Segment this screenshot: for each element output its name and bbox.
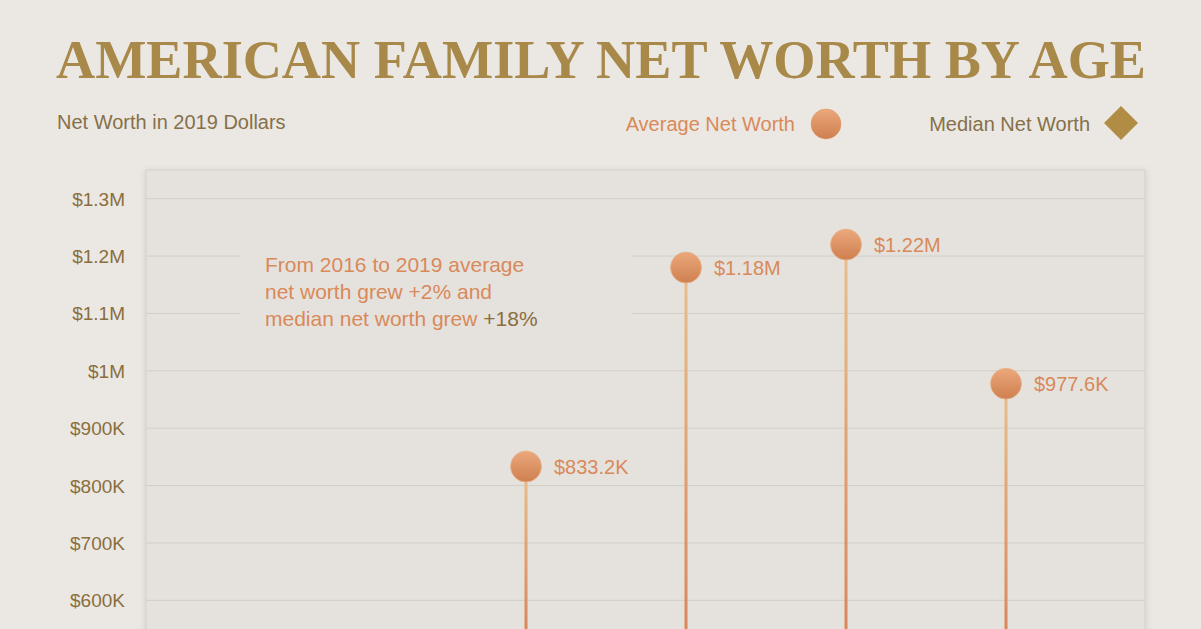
lollipop-stem (685, 268, 688, 629)
annotation: net worth grew +2% and (265, 280, 492, 303)
grid-line (146, 485, 1145, 486)
legend-marker (1104, 106, 1138, 140)
lollipop-head (831, 229, 862, 260)
annotation-part: median net worth grew (265, 307, 483, 330)
legend-label: Average Net Worth (626, 113, 795, 135)
lollipop-head (511, 451, 542, 482)
data-label: $1.22M (874, 234, 941, 256)
grid-line (146, 198, 1145, 199)
chart: AMERICAN FAMILY NET WORTH BY AGE Net Wort… (0, 0, 1201, 629)
grid-line (146, 600, 1145, 601)
lollipop-stem (525, 467, 528, 629)
tick-label: $1.3M (72, 189, 125, 210)
data-label: $1.18M (714, 257, 781, 279)
annotation-part: +18% (483, 307, 537, 330)
tick-label: $1.1M (72, 303, 125, 324)
lollipop-stem (1005, 384, 1008, 629)
tick-label: $1.2M (72, 246, 125, 267)
tick-label: $700K (70, 533, 125, 554)
lollipop-stem (845, 245, 848, 629)
data-label: $977.6K (1034, 373, 1109, 395)
tick-label: $600K (70, 590, 125, 611)
lollipop-head (671, 252, 702, 283)
annotation: median net worth grew +18% (265, 307, 538, 330)
grid-line (146, 542, 1145, 543)
data-labels: $833.2K $1.18M $1.22M $977.6K (554, 234, 1109, 478)
data-label: $833.2K (554, 456, 629, 478)
tick-label: $1M (88, 361, 125, 382)
plot-frame (146, 170, 1145, 629)
grid-line (146, 370, 1145, 371)
annotation-bg (240, 238, 632, 342)
tick-label: $900K (70, 418, 125, 439)
tick-label: $800K (70, 476, 125, 497)
subtitle: Net Worth in 2019 Dollars (57, 111, 286, 133)
annotation: From 2016 to 2019 average (265, 253, 524, 276)
legend-marker (811, 109, 841, 139)
grid-line (146, 428, 1145, 429)
lollipop-head (991, 368, 1022, 399)
legend-label: Median Net Worth (929, 113, 1090, 135)
marks (511, 229, 1022, 629)
title: AMERICAN FAMILY NET WORTH BY AGE (56, 30, 1146, 90)
